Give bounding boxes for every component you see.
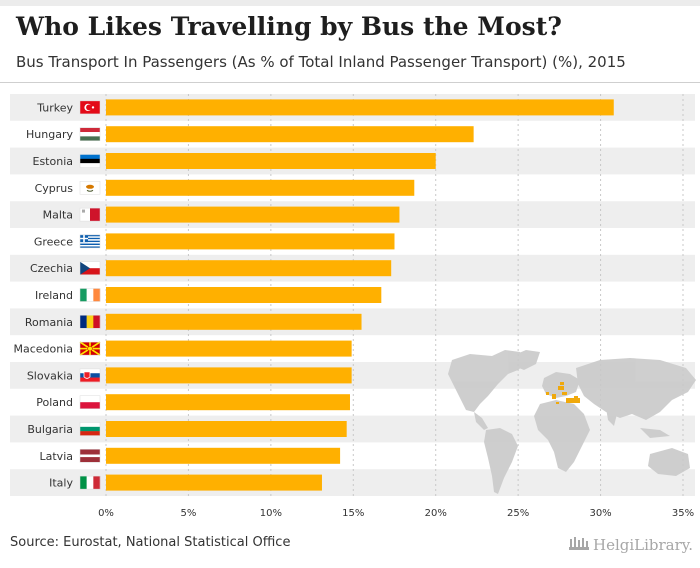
category-label: Ireland (35, 289, 73, 302)
bar-macedonia (106, 340, 352, 357)
bar-cyprus (106, 179, 415, 196)
x-tick-label: 5% (180, 508, 196, 519)
bar-latvia (106, 447, 341, 464)
flags (79, 100, 101, 490)
x-tick-label: 20% (425, 508, 447, 519)
category-label: Cyprus (35, 182, 74, 195)
category-label: Romania (25, 316, 73, 329)
bar-hungary (106, 126, 474, 143)
bar-czechia (106, 260, 392, 277)
macedonia-flag-icon (79, 341, 101, 356)
ireland-flag-icon (79, 288, 101, 302)
bar-estonia (106, 153, 436, 169)
bulgaria-flag-icon (79, 422, 101, 436)
bar-bulgaria (106, 421, 347, 437)
world-map-icon (448, 350, 696, 494)
latvia-flag-icon (79, 449, 101, 463)
category-labels: Turkey Hungary Estonia Cyprus Malta Greece Cze… (13, 101, 73, 489)
highlighted-countries (546, 382, 580, 404)
category-label: Estonia (33, 155, 74, 168)
category-label: Malta (43, 209, 73, 222)
bar-malta (106, 206, 400, 223)
slovakia-flag-icon (79, 368, 101, 383)
category-label: Italy (49, 477, 73, 490)
x-tick-label: 15% (342, 508, 364, 519)
malta-flag-icon (79, 207, 101, 222)
x-tick-label: 25% (507, 508, 529, 519)
bar-ireland (106, 287, 382, 303)
x-tick-label: 0% (98, 508, 114, 519)
bar-romania (106, 313, 362, 330)
bar-poland (106, 394, 350, 411)
x-tick-label: 35% (672, 508, 694, 519)
bar-turkey (106, 99, 614, 116)
bars (106, 99, 614, 491)
logo-text: HelgiLibrary. (593, 536, 694, 554)
title-divider (0, 82, 700, 83)
category-label: Poland (36, 396, 73, 409)
category-label: Macedonia (13, 343, 73, 356)
bar-greece (106, 233, 395, 250)
category-label: Bulgaria (27, 423, 73, 436)
chart-subtitle: Bus Transport In Passengers (As % of Tot… (16, 53, 626, 71)
estonia-flag-icon (79, 154, 101, 168)
top-bar (0, 0, 700, 6)
bar-italy (106, 474, 322, 491)
source-note: Source: Eurostat, National Statistical O… (10, 535, 291, 550)
greece-flag-icon (79, 234, 101, 249)
turkey-flag-icon (79, 100, 101, 115)
x-tick-labels: 0% 5% 10% 15% 20% 25% 30% 35% (98, 508, 694, 519)
category-label: Hungary (26, 128, 73, 141)
poland-flag-icon (79, 395, 101, 409)
romania-flag-icon (79, 315, 101, 329)
czechia-flag-icon (79, 261, 101, 275)
hungary-flag-icon (79, 127, 101, 141)
category-label: Turkey (36, 101, 73, 114)
x-tick-label: 10% (260, 508, 282, 519)
helgi-library-logo: HelgiLibrary. (568, 533, 698, 557)
bar-slovakia (106, 367, 352, 384)
category-label: Greece (34, 235, 73, 248)
x-tick-label: 30% (589, 508, 611, 519)
cyprus-flag-icon (79, 181, 101, 195)
chart-title: Who Likes Travelling by Bus the Most? (16, 12, 562, 41)
category-label: Latvia (40, 450, 74, 463)
italy-flag-icon (79, 475, 101, 490)
category-label: Czechia (30, 262, 73, 275)
category-label: Slovakia (27, 369, 73, 382)
library-icon (569, 537, 589, 550)
